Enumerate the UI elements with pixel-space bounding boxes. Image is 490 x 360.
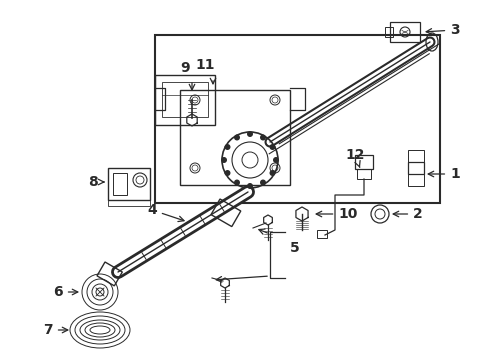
Bar [390, 22, 420, 42]
Bar [108, 200, 150, 206]
Circle shape [224, 170, 230, 176]
Bar [155, 75, 215, 125]
Bar [357, 169, 371, 179]
Text: 9: 9 [180, 61, 190, 75]
Circle shape [270, 170, 275, 176]
Bar [211, 199, 241, 226]
Circle shape [234, 180, 240, 185]
Circle shape [260, 135, 266, 140]
Bar [180, 90, 290, 185]
Text: 7: 7 [43, 323, 68, 337]
Bar [155, 35, 440, 203]
Bar [408, 162, 424, 174]
Bar [113, 173, 127, 195]
Bar [108, 168, 150, 200]
Text: 12: 12 [345, 148, 365, 167]
Circle shape [224, 144, 230, 150]
Text: 2: 2 [393, 207, 423, 221]
Bar [162, 82, 208, 117]
Text: 5: 5 [290, 241, 300, 255]
Text: 6: 6 [53, 285, 78, 299]
Bar [355, 155, 373, 169]
Circle shape [270, 144, 275, 150]
Text: 1: 1 [428, 167, 460, 181]
Circle shape [273, 157, 279, 163]
Bar [408, 150, 424, 162]
Circle shape [221, 157, 227, 163]
Circle shape [247, 183, 253, 189]
Bar [408, 174, 424, 186]
Circle shape [247, 131, 253, 137]
Bar [97, 262, 122, 286]
Text: 11: 11 [195, 58, 215, 72]
Bar [385, 27, 393, 37]
Circle shape [234, 135, 240, 140]
Text: 8: 8 [88, 175, 104, 189]
Circle shape [260, 180, 266, 185]
Text: 4: 4 [147, 203, 184, 221]
Bar [317, 230, 327, 238]
Text: 10: 10 [316, 207, 358, 221]
Text: 3: 3 [426, 23, 460, 37]
